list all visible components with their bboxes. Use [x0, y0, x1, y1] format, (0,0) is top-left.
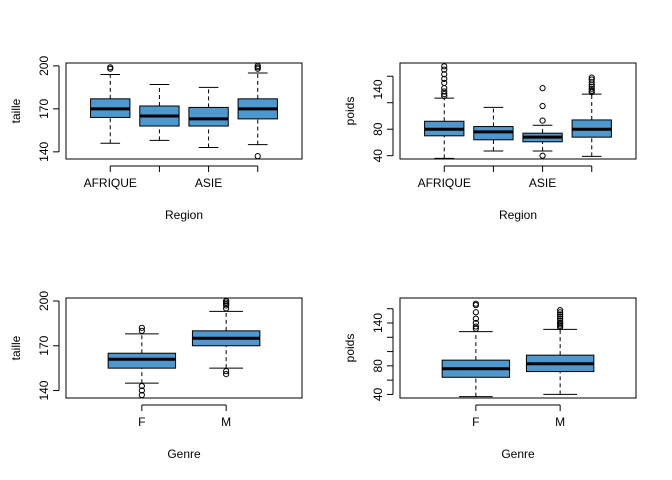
y-axis-title: poids — [343, 334, 357, 363]
outlier-point — [441, 75, 448, 82]
outlier-point — [138, 382, 145, 390]
y-tick-label: 200 — [37, 56, 51, 76]
y-axis-title: poids — [343, 97, 357, 126]
plot-frame — [65, 62, 303, 160]
outlier-point — [588, 87, 595, 94]
x-axis-title: Genre — [167, 447, 201, 461]
y-axis-title: taille — [9, 335, 23, 360]
outlier-point — [254, 153, 261, 160]
x-axis-title: Genre — [501, 447, 535, 461]
outlier-point — [472, 325, 479, 332]
plot-frame — [399, 62, 637, 160]
y-tick-label: 140 — [371, 313, 385, 333]
y-tick-label: 140 — [371, 79, 385, 99]
outlier-point — [223, 368, 230, 375]
outlier-point — [557, 317, 564, 324]
outlier-point — [539, 102, 546, 110]
x-tick-label: AFRIQUE — [418, 176, 471, 190]
y-tick-label: 80 — [371, 359, 385, 373]
outlier-point — [557, 313, 564, 320]
y-tick-label: 140 — [37, 142, 51, 162]
y-tick-label: 40 — [371, 387, 385, 401]
outlier-point — [223, 305, 230, 312]
y-tick-label: 40 — [371, 149, 385, 163]
outlier-point — [588, 79, 595, 86]
y-tick-label: 170 — [37, 335, 51, 355]
plot-frame — [399, 297, 637, 399]
outlier-point — [441, 93, 448, 100]
outlier-point — [472, 319, 479, 327]
outlier-point — [441, 66, 448, 73]
outlier-point — [223, 371, 230, 378]
outlier-point — [557, 309, 564, 316]
outlier-point — [472, 323, 479, 330]
outlier-point — [223, 297, 230, 305]
x-tick-label: M — [221, 415, 231, 429]
outlier-point — [472, 309, 479, 316]
outlier-point — [472, 300, 479, 307]
outlier-point — [588, 85, 595, 92]
y-tick-label: 80 — [371, 122, 385, 136]
outlier-point — [441, 63, 448, 70]
outlier-point — [138, 324, 145, 331]
outlier-point — [138, 327, 145, 334]
outlier-point — [472, 315, 479, 322]
y-tick-label: 140 — [37, 380, 51, 400]
x-tick-label: F — [472, 415, 479, 429]
x-tick-label: F — [138, 415, 145, 429]
outlier-point — [539, 85, 546, 92]
outlier-point — [138, 387, 145, 394]
outlier-point — [557, 319, 564, 327]
outlier-point — [107, 64, 114, 71]
y-tick-label: 170 — [37, 99, 51, 119]
outlier-point — [557, 307, 564, 314]
x-tick-label: M — [555, 415, 565, 429]
x-axis-title: Region — [165, 208, 203, 222]
outlier-point — [539, 117, 546, 124]
outlier-point — [441, 91, 448, 98]
outlier-point — [539, 152, 546, 159]
outlier-point — [441, 88, 448, 95]
outlier-point — [441, 85, 448, 92]
x-tick-label: AFRIQUE — [84, 176, 137, 190]
y-tick-label: 200 — [37, 291, 51, 311]
box — [188, 106, 229, 127]
x-tick-label: ASIE — [529, 176, 556, 190]
outlier-point — [138, 391, 145, 399]
plot-frame — [65, 297, 303, 399]
outlier-point — [254, 62, 261, 69]
outlier-point — [557, 311, 564, 318]
outlier-point — [588, 83, 595, 90]
outlier-point — [588, 76, 595, 83]
x-axis-title: Region — [499, 208, 537, 222]
outlier-point — [441, 79, 448, 86]
outlier-point — [557, 315, 564, 322]
x-tick-label: ASIE — [195, 176, 222, 190]
y-axis-title: taille — [9, 98, 23, 123]
outlier-point — [588, 74, 595, 81]
outlier-point — [441, 71, 448, 78]
